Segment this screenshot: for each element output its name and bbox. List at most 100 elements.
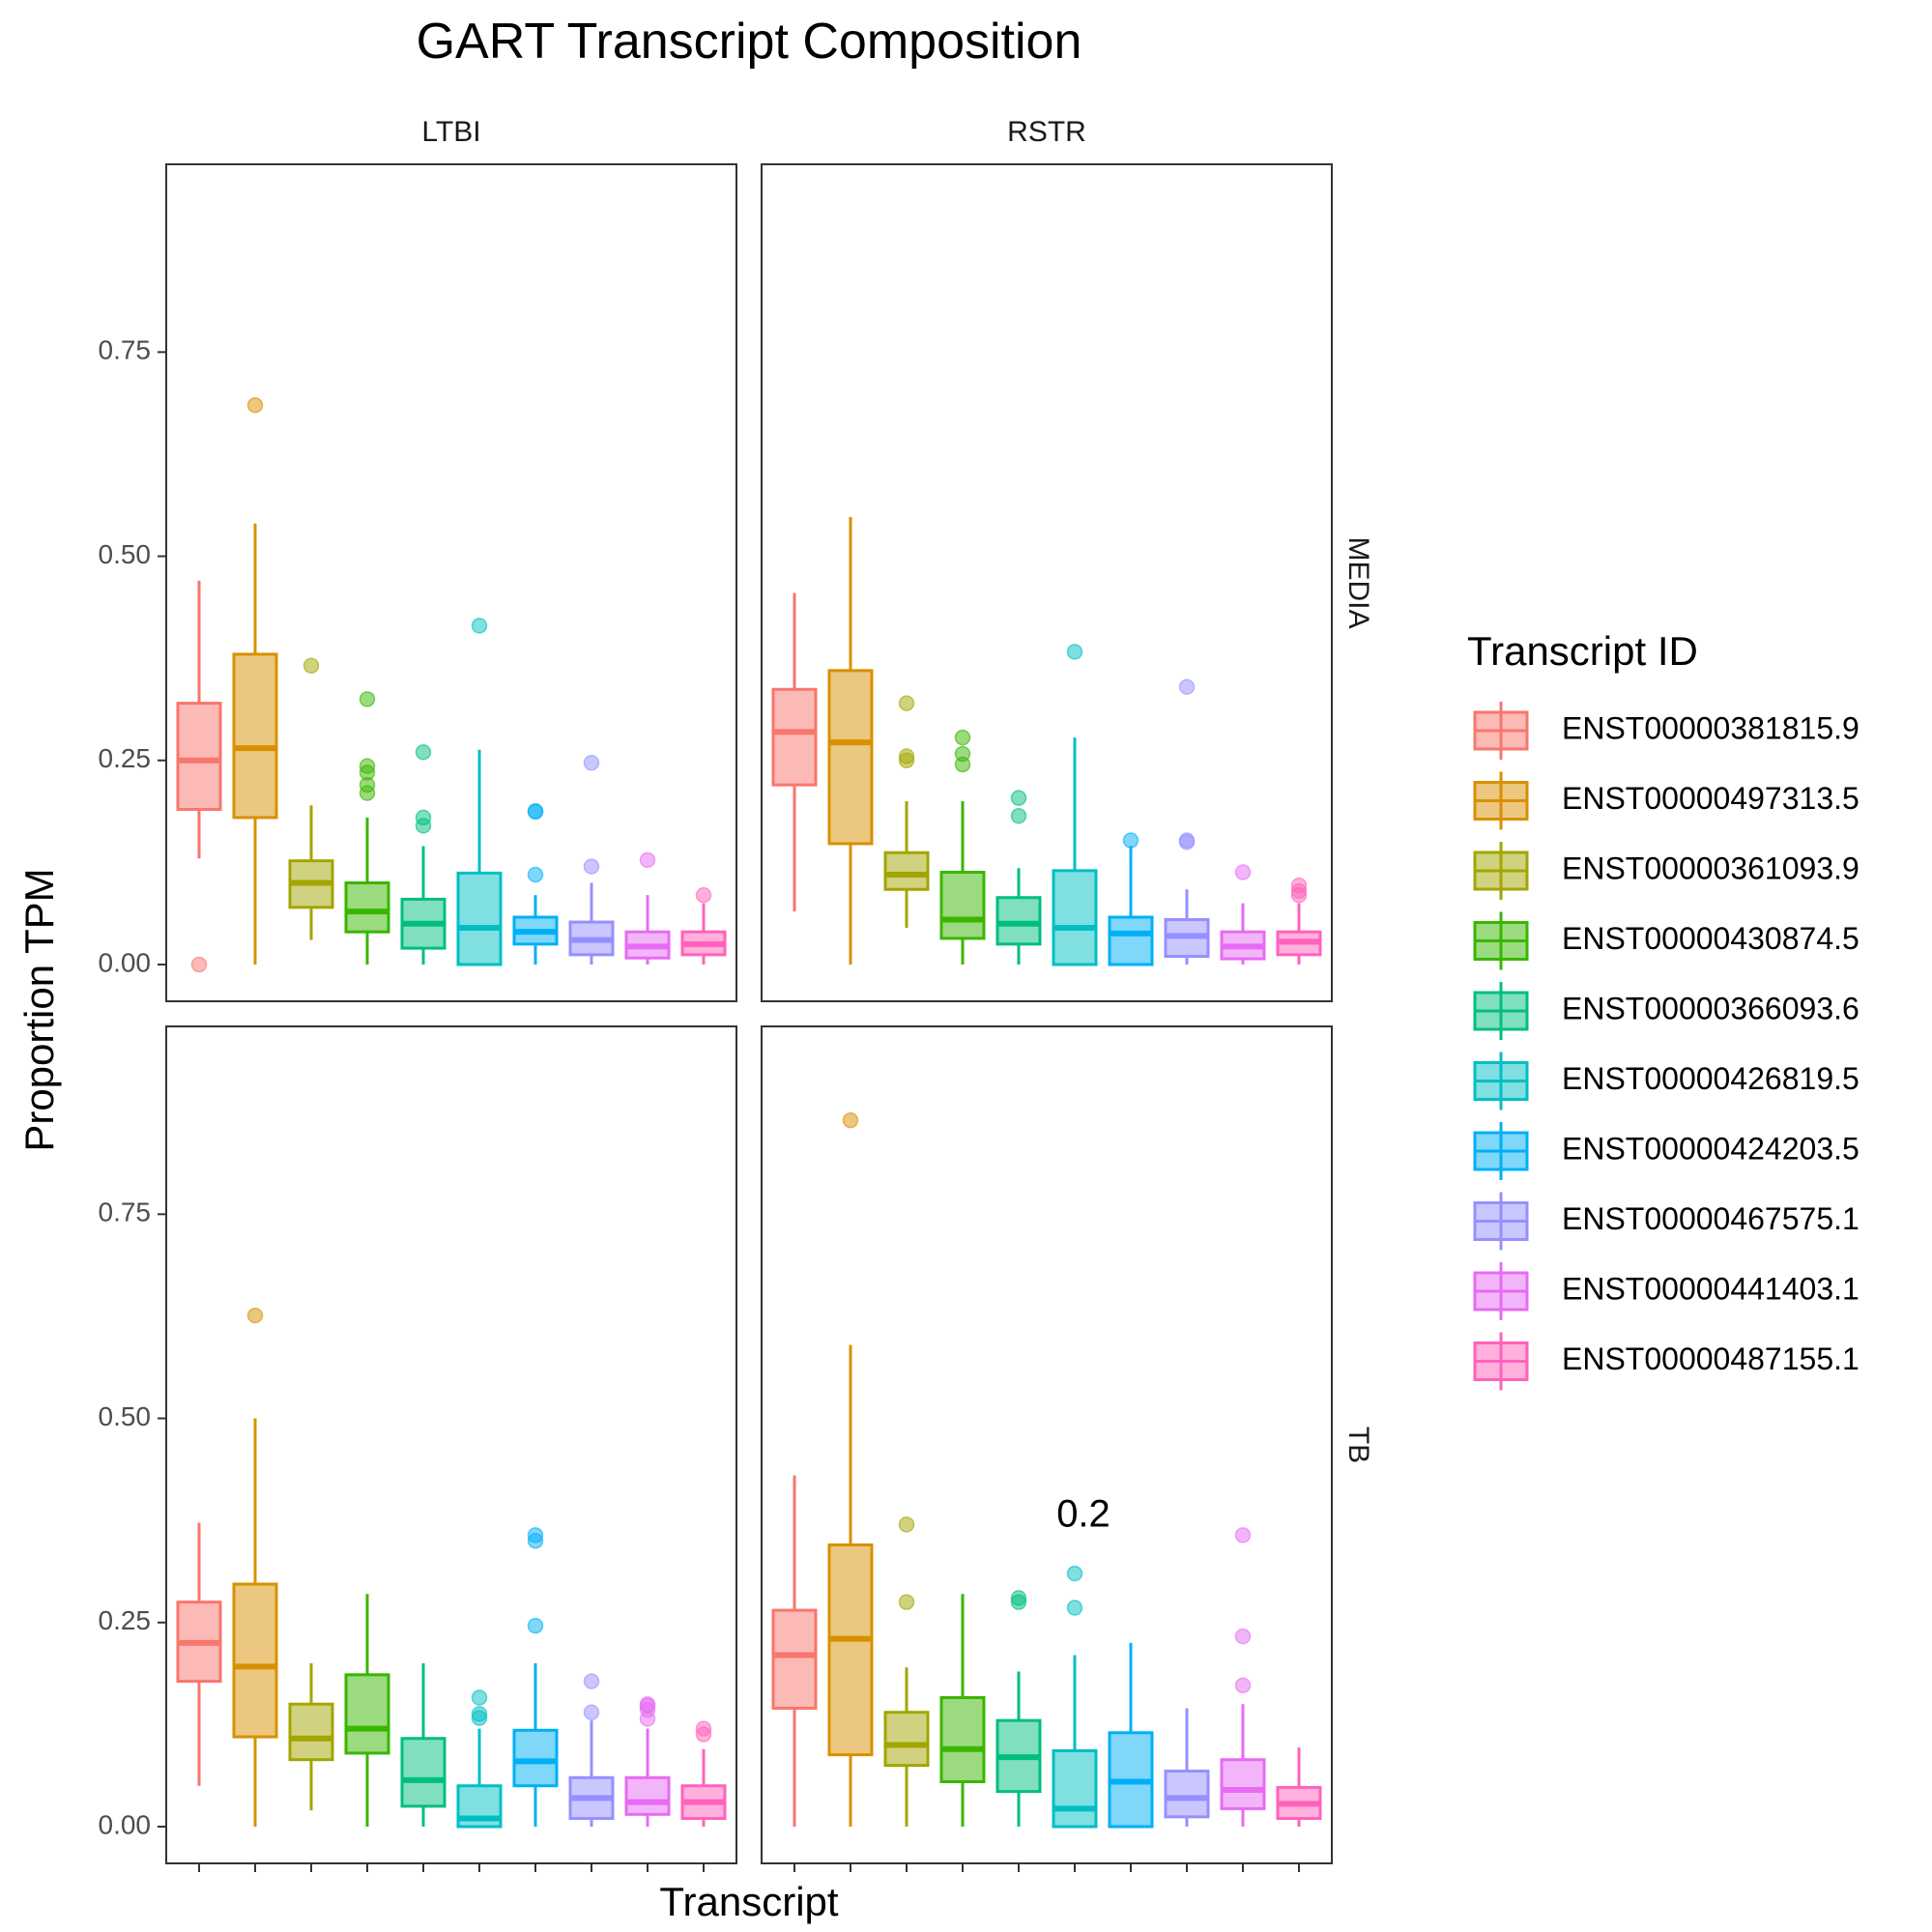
- outlier-point: [1178, 678, 1196, 695]
- outlier-point: [695, 1720, 712, 1737]
- outlier-point: [359, 691, 376, 707]
- iqr-box: [1108, 915, 1154, 966]
- box-ENST00000381815.9: [176, 580, 222, 973]
- outlier-point: [527, 866, 544, 883]
- strip-label-media: MEDIA: [1342, 536, 1374, 628]
- outlier-point: [583, 1704, 600, 1720]
- iqr-box: [827, 669, 874, 846]
- legend-item: ENST00000441403.1: [1473, 1262, 1860, 1320]
- legend-item: ENST00000366093.6: [1473, 982, 1860, 1040]
- legend-label: ENST00000430874.5: [1562, 921, 1860, 956]
- outlier-point: [1290, 877, 1308, 894]
- box-ENST00000487155.1: [680, 886, 727, 965]
- outlier-point: [898, 748, 915, 764]
- panel-rstr-media: RSTR MEDIA: [761, 116, 1374, 1002]
- legend-label: ENST00000487155.1: [1562, 1341, 1860, 1376]
- outlier-point: [583, 755, 600, 771]
- outlier-point: [303, 657, 320, 675]
- outlier-point: [415, 744, 432, 761]
- strip-label-rstr: RSTR: [1007, 116, 1086, 148]
- box-ENST00000441403.1: [624, 1695, 671, 1827]
- panel-ltbi-tb: 0.00 0.25 0.50 0.75: [99, 1025, 737, 1872]
- outlier-point: [527, 1617, 544, 1634]
- box-ENST00000467575.1: [1164, 678, 1210, 965]
- box-ENST00000426819.5: [1052, 644, 1098, 966]
- box-ENST00000366093.6: [400, 1663, 447, 1827]
- box-ENST00000430874.5: [344, 691, 390, 965]
- legend-item: ENST00000430874.5: [1473, 911, 1860, 970]
- strip-label-tb: TB: [1342, 1427, 1374, 1463]
- outlier-point: [246, 1307, 264, 1324]
- outlier-point: [898, 1594, 915, 1610]
- legend-item: ENST00000424203.5: [1473, 1122, 1860, 1180]
- outlier-point: [527, 1527, 544, 1543]
- strip-label-ltbi: LTBI: [421, 116, 480, 148]
- outlier-point: [1010, 1590, 1027, 1606]
- outlier-point: [359, 758, 376, 774]
- chart-title: GART Transcript Composition: [417, 14, 1082, 70]
- iqr-box: [232, 1582, 278, 1739]
- outlier-point: [1066, 644, 1083, 660]
- outlier-point: [898, 695, 915, 711]
- y-tick-label: 0.00: [99, 1809, 152, 1839]
- box-ENST00000426819.5: [456, 618, 503, 966]
- legend-label: ENST00000366093.6: [1562, 991, 1860, 1025]
- y-tick-label: 0.75: [99, 1197, 152, 1227]
- box-ENST00000361093.9: [883, 695, 930, 928]
- legend-item: ENST00000467575.1: [1473, 1192, 1860, 1251]
- outlier-point: [1234, 1677, 1252, 1694]
- outlier-point: [471, 618, 488, 634]
- legend-label: ENST00000381815.9: [1562, 710, 1860, 745]
- box-ENST00000361093.9: [288, 1663, 334, 1811]
- legend-label: ENST00000426819.5: [1562, 1061, 1860, 1096]
- outlier-point: [639, 851, 656, 869]
- y-tick-label: 0.50: [99, 539, 152, 569]
- outlier-point: [1066, 1565, 1083, 1582]
- legend-item: ENST00000497313.5: [1473, 771, 1860, 830]
- legend-item: ENST00000381815.9: [1473, 702, 1860, 760]
- box-ENST00000366093.6: [995, 790, 1042, 965]
- box-ENST00000424203.5: [512, 1527, 559, 1827]
- outlier-point: [1234, 1628, 1252, 1645]
- outlier-point: [583, 1673, 600, 1689]
- iqr-box: [771, 1608, 818, 1710]
- outlier-point: [190, 956, 208, 973]
- panel-rstr-tb: TB 0.2: [761, 1025, 1374, 1872]
- box-ENST00000426819.5: [1052, 1565, 1098, 1829]
- y-axis-title: Proportion TPM: [16, 868, 62, 1151]
- box-ENST00000426819.5: [456, 1689, 503, 1829]
- outlier-point: [954, 745, 971, 763]
- iqr-box: [827, 1543, 874, 1757]
- box-ENST00000366093.6: [995, 1590, 1042, 1827]
- iqr-box: [344, 1673, 390, 1755]
- outlier-point: [695, 886, 712, 904]
- outlier-point: [1010, 790, 1027, 806]
- box-ENST00000487155.1: [1276, 877, 1322, 965]
- iqr-box: [883, 851, 930, 891]
- box-ENST00000467575.1: [1164, 1708, 1210, 1827]
- outlier-point: [954, 729, 971, 746]
- outlier-point: [1234, 1527, 1252, 1543]
- iqr-box: [1164, 1770, 1210, 1819]
- box-ENST00000381815.9: [771, 592, 818, 912]
- box-ENST00000366093.6: [400, 744, 447, 965]
- iqr-box: [1220, 1758, 1266, 1810]
- legend-item: ENST00000487155.1: [1473, 1332, 1860, 1391]
- outlier-point: [583, 858, 600, 875]
- box-ENST00000497313.5: [232, 1307, 278, 1827]
- iqr-box: [939, 871, 986, 940]
- outlier-point: [415, 809, 432, 826]
- box-ENST00000497313.5: [827, 516, 874, 965]
- x-axis-title: Transcript: [659, 1879, 838, 1924]
- iqr-box: [771, 687, 818, 787]
- panel-border: [761, 163, 1333, 1002]
- legend-label: ENST00000497313.5: [1562, 781, 1860, 816]
- legend: ENST00000381815.9 ENST00000497313.5 ENST00…: [1473, 702, 1860, 1391]
- outlier-point: [246, 396, 264, 414]
- box-ENST00000430874.5: [344, 1594, 390, 1827]
- y-tick-label: 0.25: [99, 743, 152, 773]
- box-ENST00000424203.5: [1108, 1642, 1154, 1829]
- outlier-point: [1234, 864, 1252, 880]
- panel-ltbi-media: LTBI 0.00 0.25 0.50 0.75: [99, 116, 737, 1002]
